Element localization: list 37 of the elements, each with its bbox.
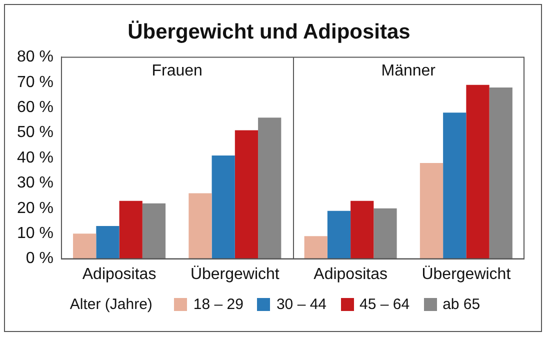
legend-label: 30 – 44: [276, 296, 327, 313]
legend-label: 18 – 29: [193, 296, 244, 313]
y-tick-label: 60 %: [17, 99, 54, 116]
x-tick-label: Adipositas: [82, 266, 156, 283]
bar: [188, 193, 212, 259]
bar: [466, 84, 490, 259]
bar: [443, 112, 466, 259]
x-tick-label: Übergewicht: [422, 264, 512, 283]
bar: [304, 236, 328, 259]
chart-title: Übergewicht und Adipositas: [128, 20, 410, 44]
legend-label: ab 65: [442, 296, 480, 313]
bar: [489, 87, 512, 259]
bar: [73, 234, 96, 259]
y-tick-label: 0 %: [26, 250, 54, 268]
bar: [374, 208, 397, 259]
legend-label: 45 – 64: [360, 296, 410, 313]
legend-title: Alter (Jahre): [70, 296, 152, 313]
x-tick-label: Adipositas: [314, 266, 388, 283]
annotation: Männer: [381, 62, 436, 80]
bar: [119, 200, 142, 259]
y-tick-label: 80 %: [17, 48, 54, 66]
bar: [212, 155, 235, 259]
bar: [350, 200, 374, 259]
y-tick-label: 30 %: [17, 174, 54, 192]
annotation: Frauen: [152, 62, 202, 80]
x-tick-label: Übergewicht: [190, 264, 280, 283]
bar: [234, 130, 258, 259]
y-tick-label: 20 %: [17, 200, 54, 217]
bar: [142, 203, 166, 259]
bar: [327, 210, 351, 259]
y-tick-label: 40 %: [17, 149, 54, 166]
y-tick-label: 50 %: [17, 124, 54, 142]
y-tick-label: 10 %: [17, 225, 54, 242]
bar: [420, 163, 444, 259]
y-tick-label: 70 %: [17, 74, 54, 91]
bar: [258, 118, 282, 259]
bar: [96, 226, 120, 259]
